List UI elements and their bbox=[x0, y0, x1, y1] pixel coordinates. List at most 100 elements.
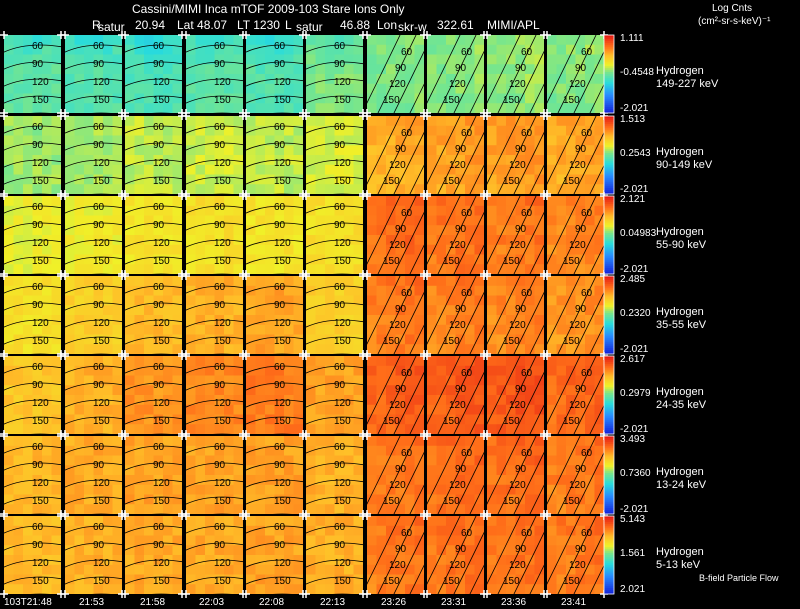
panel-r1-c9: 60 90 120 150 bbox=[543, 112, 608, 198]
panel-r5-c6: 60 90 120 150 bbox=[363, 432, 428, 518]
contour-label: 120 bbox=[334, 398, 351, 409]
panel-r1-c8: 60 90 120 150 bbox=[483, 112, 548, 198]
contour-label: 150 bbox=[503, 256, 520, 267]
contour-label: 150 bbox=[563, 95, 580, 106]
contour-label: 120 bbox=[334, 558, 351, 569]
contour-label: 60 bbox=[153, 362, 165, 373]
colorbar-min-5: -2.021 bbox=[620, 504, 649, 515]
contour-label: 120 bbox=[569, 560, 586, 571]
species-label-0: Hydrogen bbox=[656, 65, 704, 77]
contour-label: 120 bbox=[214, 77, 231, 88]
contour-label: 150 bbox=[443, 416, 460, 427]
colorbar-min-1: -2.021 bbox=[620, 184, 649, 195]
contour-label: 60 bbox=[274, 41, 286, 52]
colorbar-4 bbox=[603, 355, 615, 435]
panel-r2-c5: 60 90 120 150 bbox=[302, 192, 367, 278]
contour-label: 60 bbox=[461, 288, 473, 299]
contour-label: 60 bbox=[581, 288, 593, 299]
contour-label: 90 bbox=[395, 63, 407, 74]
contour-label: 120 bbox=[32, 158, 49, 169]
contour-label: 60 bbox=[214, 41, 226, 52]
panel-r5-c3: 60 90 120 150 bbox=[182, 432, 247, 518]
contour-label: 60 bbox=[274, 442, 286, 453]
panel-r0-c3: 60 90 120 150 bbox=[182, 31, 247, 117]
contour-label: 90 bbox=[575, 63, 587, 74]
header-lat: Lat 48.07 bbox=[177, 18, 228, 32]
contour-label: 120 bbox=[449, 400, 466, 411]
contour-label: 90 bbox=[395, 464, 407, 475]
contour-label: 60 bbox=[153, 282, 165, 293]
contour-label: 150 bbox=[274, 176, 291, 187]
panel-r3-c4: 60 90 120 150 bbox=[242, 272, 307, 358]
panel-r5-c1: 60 90 120 150 bbox=[61, 432, 126, 518]
panel-r4-c9: 60 90 120 150 bbox=[543, 352, 608, 438]
contour-label: 120 bbox=[569, 160, 586, 171]
contour-label: 90 bbox=[455, 144, 467, 155]
panel-r5-c4: 60 90 120 150 bbox=[242, 432, 307, 518]
contour-label: 60 bbox=[334, 41, 346, 52]
panel-r5-c9: 60 90 120 150 bbox=[543, 432, 608, 518]
contour-label: 120 bbox=[274, 238, 291, 249]
panel-r3-c1: 60 90 120 150 bbox=[61, 272, 126, 358]
contour-label: 90 bbox=[214, 300, 226, 311]
contour-label: 120 bbox=[214, 238, 231, 249]
contour-label: 90 bbox=[515, 464, 527, 475]
contour-label: 150 bbox=[383, 416, 400, 427]
species-label-2: Hydrogen bbox=[656, 226, 704, 238]
contour-label: 120 bbox=[449, 79, 466, 90]
contour-label: 60 bbox=[32, 41, 44, 52]
panel-r6-c2: 60 90 120 150 bbox=[121, 512, 186, 598]
contour-label: 90 bbox=[153, 140, 165, 151]
contour-label: 120 bbox=[153, 238, 170, 249]
colorbar-mid-4: 0.2979 bbox=[620, 388, 651, 399]
colorbar-max-1: 1.513 bbox=[620, 114, 646, 125]
panel-r1-c7: 60 90 120 150 bbox=[423, 112, 488, 198]
contour-label: 60 bbox=[521, 47, 533, 58]
contour-label: 120 bbox=[569, 320, 586, 331]
colorbar-max-4: 2.617 bbox=[620, 354, 646, 365]
contour-label: 120 bbox=[569, 240, 586, 251]
contour-label: 90 bbox=[455, 384, 467, 395]
contour-label: 120 bbox=[214, 318, 231, 329]
colorbar-max-3: 2.485 bbox=[620, 274, 646, 285]
panel-r6-c0: 60 90 120 150 bbox=[0, 512, 65, 598]
contour-label: 150 bbox=[563, 336, 580, 347]
contour-label: 120 bbox=[93, 77, 110, 88]
units-label: Log Cnts bbox=[712, 3, 753, 14]
panel-r0-c2: 60 90 120 150 bbox=[121, 31, 186, 117]
contour-label: 150 bbox=[383, 95, 400, 106]
contour-label: 150 bbox=[383, 336, 400, 347]
header-lon-value: 322.61 bbox=[437, 18, 474, 32]
footnote: B-field Particle Flow bbox=[699, 573, 779, 583]
contour-label: 90 bbox=[274, 300, 286, 311]
contour-label: 120 bbox=[569, 79, 586, 90]
panel-r3-c5: 60 90 120 150 bbox=[302, 272, 367, 358]
contour-label: 120 bbox=[93, 558, 110, 569]
contour-label: 90 bbox=[93, 540, 105, 551]
contour-label: 150 bbox=[383, 576, 400, 587]
contour-label: 60 bbox=[153, 202, 165, 213]
contour-label: 120 bbox=[389, 560, 406, 571]
panel-r0-c5: 60 90 120 150 bbox=[302, 31, 367, 117]
contour-label: 90 bbox=[455, 304, 467, 315]
contour-label: 60 bbox=[401, 368, 413, 379]
contour-label: 150 bbox=[214, 496, 231, 507]
contour-label: 120 bbox=[274, 318, 291, 329]
contour-label: 60 bbox=[401, 528, 413, 539]
contour-label: 60 bbox=[334, 442, 346, 453]
contour-label: 60 bbox=[401, 448, 413, 459]
colorbar-max-0: 1.111 bbox=[620, 33, 644, 44]
panel-r2-c4: 60 90 120 150 bbox=[242, 192, 307, 278]
contour-label: 60 bbox=[274, 122, 286, 133]
panel-r6-c4: 60 90 120 150 bbox=[242, 512, 307, 598]
time-label-2: 21:58 bbox=[140, 597, 166, 608]
panel-r0-c1: 60 90 120 150 bbox=[61, 31, 126, 117]
contour-label: 60 bbox=[461, 208, 473, 219]
contour-label: 150 bbox=[214, 576, 231, 587]
contour-label: 90 bbox=[395, 384, 407, 395]
contour-label: 90 bbox=[214, 540, 226, 551]
contour-label: 120 bbox=[389, 480, 406, 491]
panel-r6-c8: 60 90 120 150 bbox=[483, 512, 548, 598]
contour-label: 150 bbox=[503, 576, 520, 587]
contour-label: 150 bbox=[503, 336, 520, 347]
